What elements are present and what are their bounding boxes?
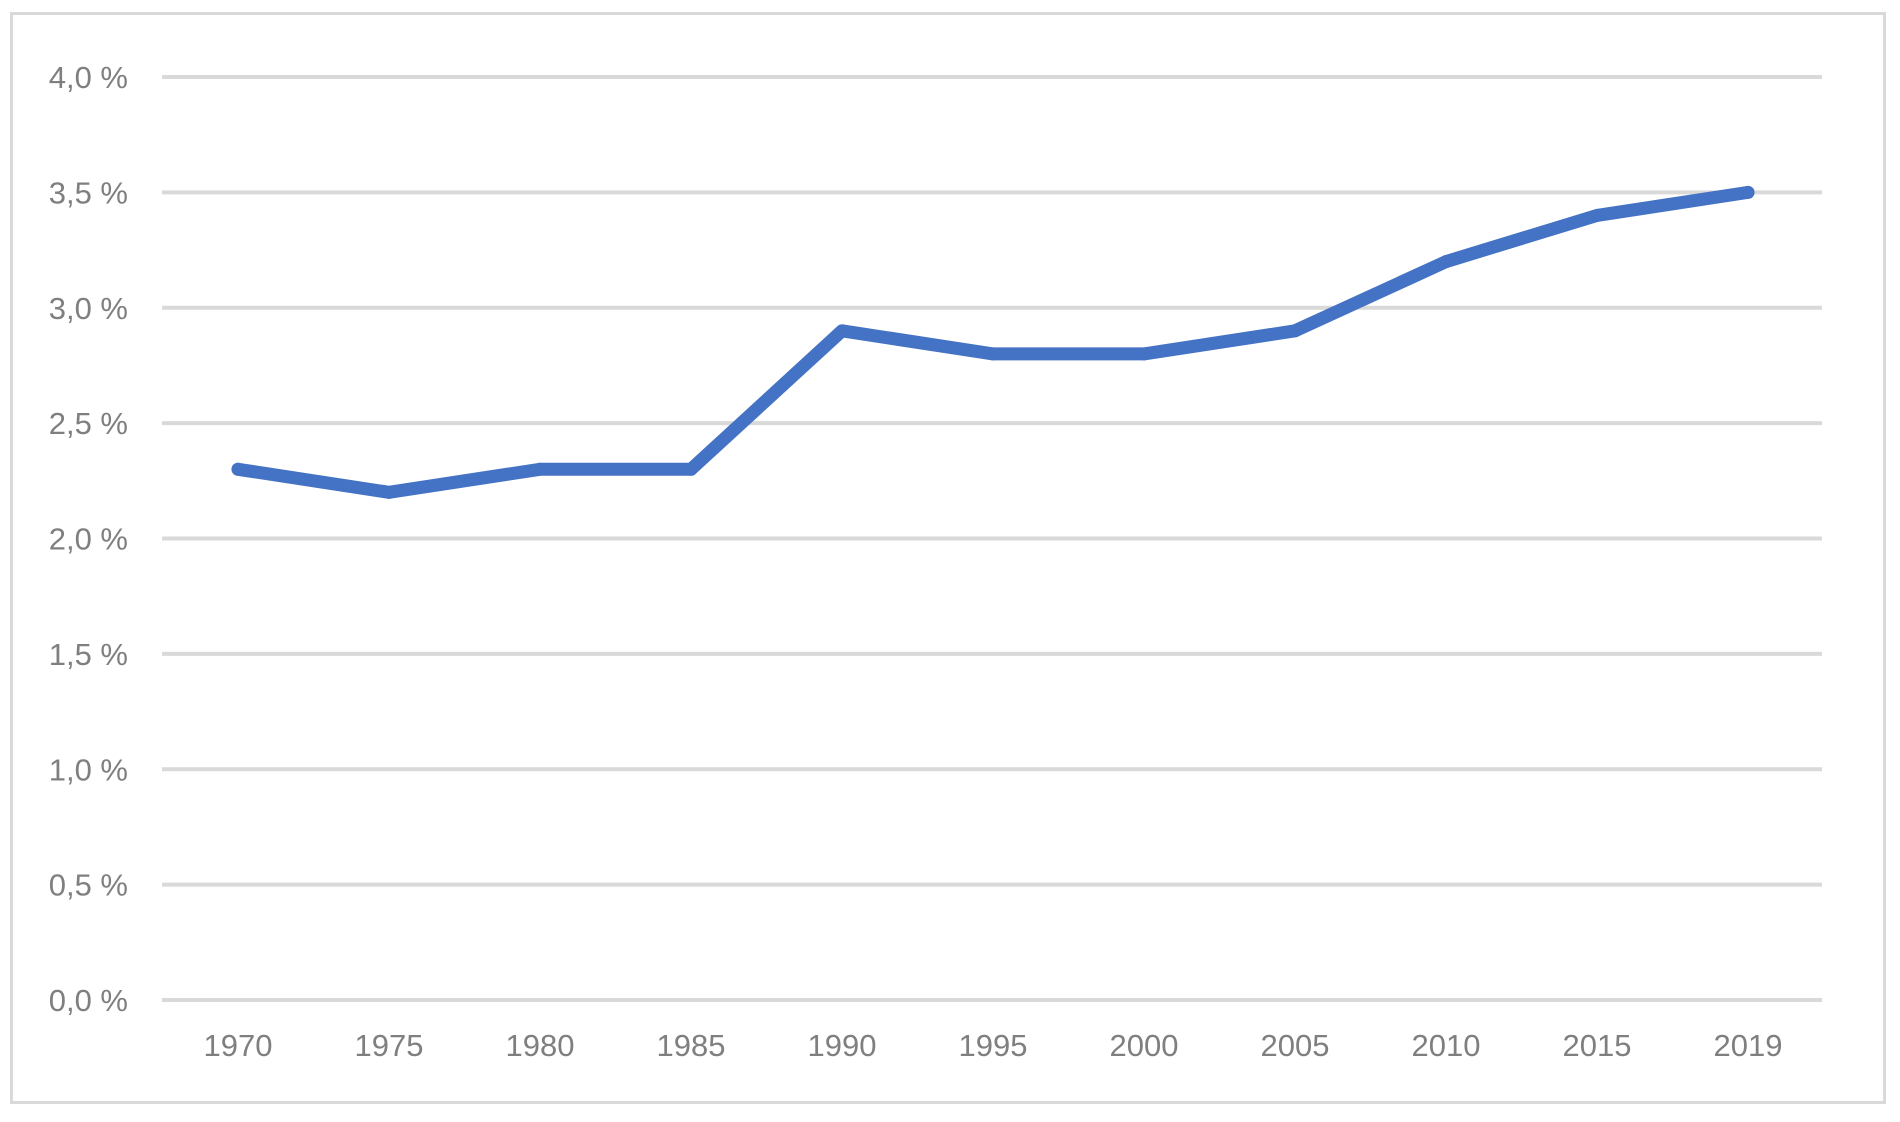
y-tick-label: 2,0 % [49,522,128,557]
series-layer [231,185,1755,499]
data-point [533,462,547,476]
x-tick-label: 1985 [657,1028,726,1063]
x-tick-label: 2019 [1714,1028,1783,1063]
data-point [1439,255,1453,269]
data-point [835,324,849,338]
x-tick-label: 2015 [1563,1028,1632,1063]
data-point [382,485,396,499]
data-point [986,347,1000,361]
x-tick-label: 2005 [1261,1028,1330,1063]
x-tick-label: 1995 [959,1028,1028,1063]
y-tick-label: 3,0 % [49,291,128,326]
y-tick-label: 1,0 % [49,752,128,787]
x-tick-label: 2000 [1110,1028,1179,1063]
y-tick-label: 3,5 % [49,175,128,210]
y-tick-label: 4,0 % [49,60,128,95]
x-tick-label: 1990 [808,1028,877,1063]
data-point [1288,324,1302,338]
y-tick-label: 0,0 % [49,983,128,1018]
x-tick-label: 1975 [355,1028,424,1063]
data-point [684,462,698,476]
series-line [231,185,1755,499]
y-tick-label: 2,5 % [49,406,128,441]
x-tick-label: 1970 [204,1028,273,1063]
data-point [231,462,245,476]
x-tick-label: 1980 [506,1028,575,1063]
data-point [1137,347,1151,361]
y-tick-label: 0,5 % [49,868,128,903]
data-point [1590,208,1604,222]
gridlines [162,75,1822,1002]
y-tick-label: 1,5 % [49,637,128,672]
x-tick-label: 2010 [1412,1028,1481,1063]
data-point [1741,185,1755,199]
x-axis-tick-labels: 1970 1975 1980 1985 1990 1995 2000 2005 2010 2015… [204,1028,1783,1063]
y-axis-tick-labels: 0,0 % 0,5 % 1,0 % 1,5 % 2,0 % 2,5 % 3,0 % 3,5 %… [49,60,128,1018]
